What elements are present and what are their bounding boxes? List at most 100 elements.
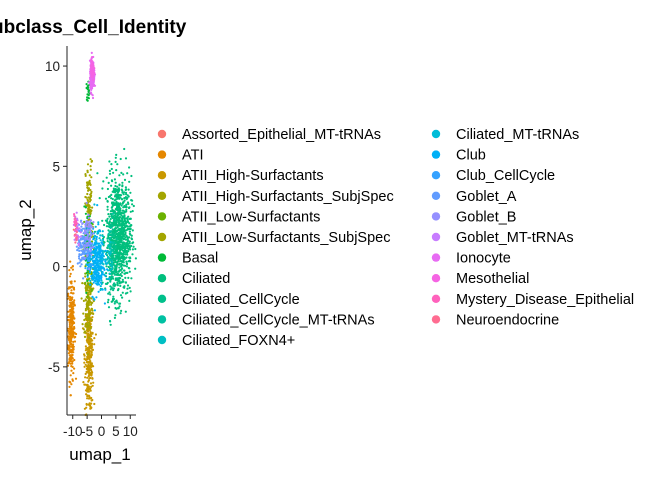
data-point <box>103 268 106 271</box>
data-point <box>86 96 89 99</box>
data-point <box>73 367 76 370</box>
data-point <box>86 271 89 274</box>
data-point <box>103 302 106 305</box>
data-point <box>119 260 123 263</box>
data-point <box>90 318 93 321</box>
data-point <box>91 288 94 291</box>
data-point <box>120 241 123 244</box>
data-point <box>122 201 125 204</box>
data-point <box>88 215 91 218</box>
legend-item: Club <box>431 148 486 164</box>
data-point <box>101 238 105 242</box>
data-point <box>84 225 87 228</box>
legend-item: ATII_High-Surfactants_SubjSpec <box>157 189 394 205</box>
data-point <box>114 208 117 211</box>
data-point <box>86 248 89 251</box>
data-point <box>93 234 97 238</box>
legend-swatch <box>431 232 441 242</box>
data-point <box>121 209 124 212</box>
data-point <box>124 292 127 295</box>
data-point <box>121 219 124 223</box>
data-point <box>98 260 102 263</box>
data-point <box>87 293 90 296</box>
data-point <box>67 347 70 350</box>
data-point <box>85 230 88 233</box>
data-point <box>99 244 102 247</box>
data-point <box>85 393 88 396</box>
data-point <box>100 267 103 270</box>
data-point <box>85 303 88 306</box>
data-point <box>121 184 124 187</box>
data-point <box>79 231 82 234</box>
data-point <box>92 381 95 384</box>
data-point <box>74 241 77 244</box>
data-point <box>127 276 130 279</box>
data-point <box>96 232 99 235</box>
data-point <box>119 209 122 212</box>
data-point <box>89 249 92 252</box>
data-point <box>74 377 78 380</box>
data-point <box>83 256 86 260</box>
data-point <box>119 257 122 260</box>
data-point <box>106 217 109 220</box>
data-point <box>122 261 125 264</box>
data-point <box>104 197 108 200</box>
data-point <box>90 176 93 179</box>
y-tick-label: -5 <box>48 360 60 375</box>
data-point <box>73 223 76 226</box>
data-point <box>119 251 122 254</box>
data-point <box>97 290 100 293</box>
data-point <box>97 242 100 245</box>
data-point <box>112 283 115 286</box>
data-point <box>89 368 93 371</box>
data-point <box>102 240 105 243</box>
data-point <box>72 340 75 343</box>
data-point <box>104 282 108 285</box>
data-point <box>116 226 119 229</box>
data-point <box>111 263 114 266</box>
data-point <box>73 340 77 343</box>
data-point <box>109 223 112 226</box>
data-point <box>84 223 87 226</box>
data-point <box>121 243 124 246</box>
data-point <box>71 333 74 337</box>
data-point <box>88 321 91 325</box>
data-point <box>86 348 89 351</box>
series-3 <box>80 267 95 356</box>
data-point <box>89 84 92 87</box>
data-point <box>118 266 121 269</box>
data-point <box>105 176 108 179</box>
data-point <box>84 265 87 268</box>
data-point <box>88 264 91 267</box>
data-point <box>86 244 89 247</box>
data-point <box>114 227 117 230</box>
legend-label: Club_CellCycle <box>456 168 555 184</box>
data-point <box>115 222 118 225</box>
data-point <box>118 269 121 272</box>
data-point <box>117 260 120 263</box>
data-point <box>128 286 131 289</box>
data-point <box>84 232 87 235</box>
data-point <box>85 402 88 406</box>
data-point <box>86 387 89 390</box>
data-point <box>128 232 131 235</box>
data-point <box>85 196 88 199</box>
legend-item: Ciliated_FOXN4+ <box>157 333 295 349</box>
data-point <box>121 191 124 194</box>
data-point <box>75 245 78 248</box>
data-point <box>77 244 80 247</box>
data-point <box>120 262 123 265</box>
data-point <box>86 274 89 277</box>
legend-swatch <box>431 294 441 303</box>
data-point <box>108 230 111 233</box>
data-point <box>110 225 114 228</box>
data-point <box>88 353 91 356</box>
data-point <box>106 205 109 208</box>
data-point <box>118 197 121 200</box>
data-point <box>86 291 90 294</box>
data-point <box>113 178 116 181</box>
data-point <box>107 229 110 232</box>
legend-item: Ionocyte <box>431 251 511 267</box>
legend-swatch <box>157 294 167 303</box>
data-point <box>89 168 92 171</box>
